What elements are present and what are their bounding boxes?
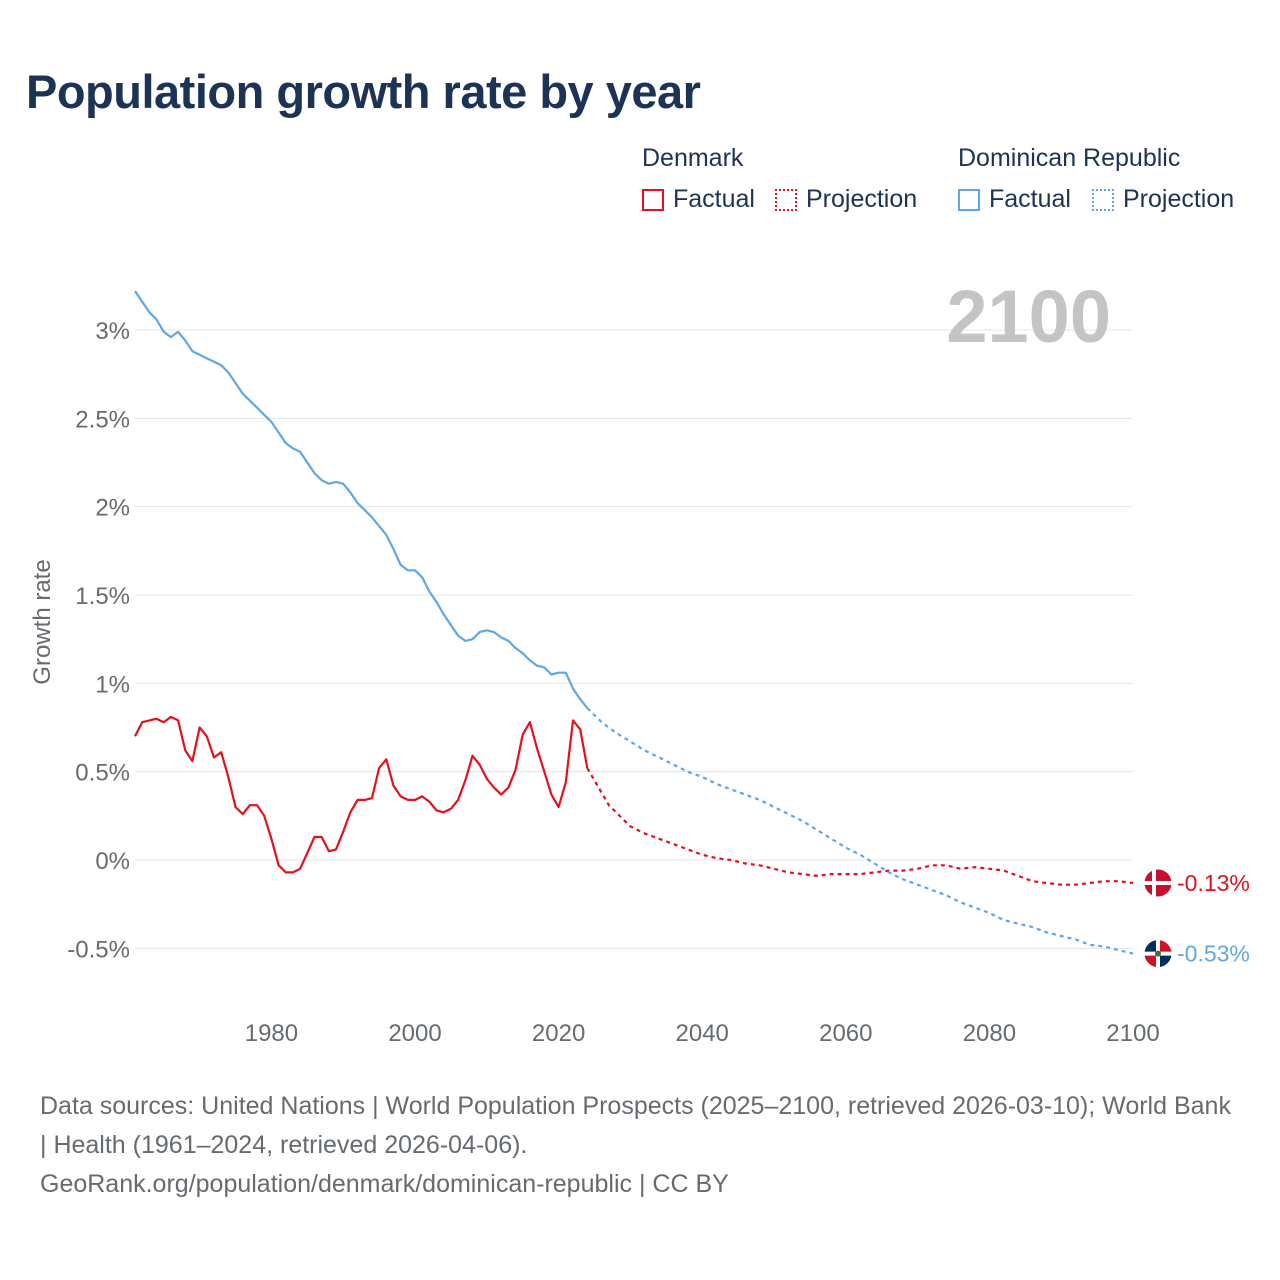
x-axis-ticks: 1980 2000 2020 2040 2060 2080 2100 xyxy=(245,1020,1160,1047)
footer: Data sources: United Nations | World Pop… xyxy=(40,1087,1240,1204)
y-tick-label: -0.5% xyxy=(67,936,130,963)
dotted-line-swatch xyxy=(1092,188,1114,211)
x-tick-label: 2000 xyxy=(388,1020,441,1047)
denmark-projection-line xyxy=(586,767,1134,886)
solid-line-swatch xyxy=(642,188,664,211)
dominican-republic-end-label: -0.53% xyxy=(1177,941,1250,967)
flag-graphic xyxy=(1144,868,1172,897)
x-tick-label: 2060 xyxy=(819,1020,872,1047)
y-tick-label: 2.5% xyxy=(75,406,130,433)
y-tick-label: 0.5% xyxy=(75,760,130,787)
chart-title: Population growth rate by year xyxy=(26,65,701,118)
legend-item-denmark-factual[interactable]: Factual xyxy=(642,185,755,214)
denmark-factual-line xyxy=(134,715,589,874)
legend-group-label: Denmark xyxy=(642,144,744,172)
y-axis-label: Growth rate xyxy=(29,559,56,684)
legend-item-dominican-factual[interactable]: Factual xyxy=(958,185,1071,214)
current-year-label: 2100 xyxy=(946,275,1111,358)
y-tick-label: 3% xyxy=(95,318,130,345)
denmark-end-label: -0.13% xyxy=(1177,870,1250,896)
growth-rate-chart: -0.5% 0% 0.5% 1% 1.5% 2% 2.5% 3% 1980 2000 2020 20… xyxy=(29,275,1250,1047)
legend-item-dominican-projection[interactable]: Projection xyxy=(1092,185,1234,214)
flag-outline xyxy=(1143,939,1173,969)
y-tick-label: 0% xyxy=(95,848,130,875)
denmark-flag xyxy=(1143,868,1173,898)
end-markers: -0.13% -0.53% xyxy=(1143,868,1250,969)
legend-item-label: Projection xyxy=(806,185,918,213)
y-tick-label: 2% xyxy=(95,495,130,522)
dominican-republic-flag xyxy=(1143,939,1173,969)
flag-emblem xyxy=(1155,950,1161,957)
y-tick-label: 1.5% xyxy=(75,583,130,610)
x-tick-label: 1980 xyxy=(245,1020,298,1047)
x-tick-label: 2040 xyxy=(676,1020,729,1047)
gridlines xyxy=(135,329,1133,949)
legend-item-label: Factual xyxy=(989,185,1071,213)
dominican-republic-factual-line xyxy=(134,290,589,709)
data-sources: Data sources: United Nations | World Pop… xyxy=(40,1092,1231,1159)
legend-item-label: Factual xyxy=(673,185,755,213)
x-tick-label: 2100 xyxy=(1106,1020,1159,1047)
y-axis-ticks: -0.5% 0% 0.5% 1% 1.5% 2% 2.5% 3% xyxy=(67,318,130,963)
x-tick-label: 2020 xyxy=(532,1020,585,1047)
source-link[interactable]: GeoRank.org/population/denmark/dominican… xyxy=(40,1170,729,1198)
solid-line-swatch xyxy=(958,188,980,211)
dotted-line-swatch xyxy=(775,188,797,211)
legend-group-label: Dominican Republic xyxy=(958,144,1181,172)
series-lines xyxy=(134,290,1134,955)
x-tick-label: 2080 xyxy=(963,1020,1016,1047)
legend-item-label: Projection xyxy=(1123,185,1235,213)
legend-item-denmark-projection[interactable]: Projection xyxy=(775,185,917,214)
dominican-republic-projection-line xyxy=(586,707,1134,955)
y-tick-label: 1% xyxy=(95,671,130,698)
flag-cross-horizontal xyxy=(1144,880,1172,885)
flag-outline xyxy=(1143,868,1173,898)
